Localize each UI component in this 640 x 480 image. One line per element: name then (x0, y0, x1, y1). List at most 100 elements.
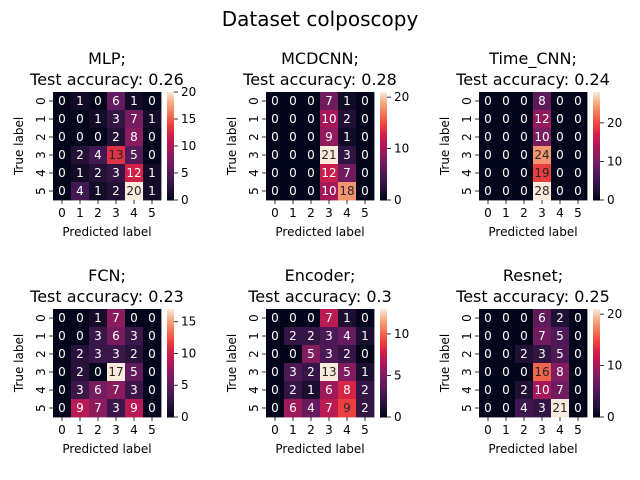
colorbar-segment (167, 386, 174, 389)
colorbar-segment (380, 314, 387, 317)
colorbar-segment (167, 316, 174, 319)
colorbar-segment (380, 334, 387, 337)
colorbar-segment (593, 400, 600, 404)
cell-value-label: 0 (484, 311, 492, 325)
heatmap-cell (497, 182, 516, 201)
cell-value-label: 0 (148, 329, 156, 343)
heatmap-cell (569, 182, 588, 201)
colorbar-segment (167, 368, 174, 371)
colorbar-segment (380, 366, 387, 369)
cell-value-label: 0 (271, 365, 279, 379)
heatmap-cell (338, 110, 357, 129)
cell-value-label: 10 (534, 130, 549, 144)
cell-value-label: 0 (271, 166, 279, 180)
heatmap-cell (515, 128, 534, 147)
y-tick-label: 5 (34, 187, 48, 195)
colorbar-segment (593, 318, 600, 321)
cell-value-label: 0 (574, 184, 582, 198)
colorbar-segment (593, 355, 600, 359)
cell-value-label: 0 (148, 365, 156, 379)
y-tick-label: 0 (34, 97, 48, 105)
heatmap-cell (284, 128, 303, 147)
colorbar-segment (167, 185, 174, 188)
heatmap-cell (107, 182, 126, 201)
heatmap-cell (356, 363, 375, 382)
cell-value-label: 3 (325, 329, 333, 343)
colorbar-segment (593, 124, 600, 127)
colorbar-segment (380, 92, 387, 95)
cell-value-label: 0 (130, 311, 138, 325)
y-tick-label: 5 (247, 187, 261, 195)
heatmap-cell (479, 182, 498, 201)
colorbar-segment (380, 192, 387, 196)
colorbar-segment (593, 413, 600, 416)
heatmap-cell (53, 381, 72, 400)
colorbar-segment (167, 160, 174, 163)
cell-value-label: 0 (94, 94, 102, 108)
colorbar-segment (593, 119, 600, 122)
colorbar-segment (167, 95, 174, 98)
heatmap-cell (533, 345, 552, 364)
cell-value-label: 0 (556, 130, 564, 144)
colorbar-segment (380, 185, 387, 188)
heatmap-cell (338, 381, 357, 400)
y-tick-label: 2 (460, 133, 474, 141)
colorbar-tick-label: 5 (394, 368, 402, 382)
colorbar-segment (593, 388, 600, 391)
y-tick-label: 5 (247, 404, 261, 412)
colorbar-segment (380, 406, 387, 409)
heatmap-cell (479, 309, 498, 328)
y-tick-label: 4 (34, 169, 48, 177)
colorbar-segment (593, 382, 600, 386)
cell-value-label: 3 (289, 365, 297, 379)
x-tick-label: 1 (502, 423, 510, 437)
colorbar-segment (593, 196, 600, 199)
cell-value-label: 0 (58, 166, 66, 180)
heatmap-cell (107, 399, 126, 418)
y-tick-label: 2 (34, 133, 48, 141)
heatmap-cell (497, 345, 516, 364)
heatmap-cell (53, 128, 72, 147)
heatmap-cell (320, 327, 339, 346)
colorbar-segment (167, 183, 174, 187)
panel-title-accuracy: Test accuracy: 0.26 (29, 70, 184, 89)
cell-value-label: 0 (289, 94, 297, 108)
cell-value-label: 0 (271, 329, 279, 343)
colorbar-segment (380, 352, 387, 355)
heatmap-cell (533, 146, 552, 165)
heatmap-cell (320, 92, 339, 111)
colorbar-segment (593, 191, 600, 194)
colorbar-segment (593, 180, 600, 183)
cell-value-label: 3 (112, 401, 120, 415)
y-tick-label: 1 (34, 332, 48, 340)
colorbar-segment (593, 402, 600, 405)
heatmap-cell (266, 399, 285, 418)
heatmap-cell (143, 345, 162, 364)
colorbar-segment (380, 135, 387, 138)
colorbar-segment (593, 153, 600, 156)
colorbar-segment (167, 124, 174, 127)
colorbar-segment (593, 185, 600, 188)
colorbar-segment (593, 375, 600, 378)
heatmap-panel: Encoder;Test accuracy: 0.30 0 0 7 1 00 2 2 3 4 10 0… (225, 266, 409, 456)
colorbar-segment (380, 198, 387, 201)
cell-value-label: 3 (538, 347, 546, 361)
colorbar-segment (593, 327, 600, 330)
colorbar-segment (380, 117, 387, 120)
heatmap-cell (284, 182, 303, 201)
heatmap-cell (515, 309, 534, 328)
cell-value-label: 7 (325, 94, 333, 108)
colorbar-segment (167, 348, 174, 351)
colorbar-segment (380, 359, 387, 362)
colorbar-segment (380, 413, 387, 416)
colorbar-segment (380, 174, 387, 178)
cell-value-label: 0 (361, 112, 369, 126)
heatmap-cell (266, 146, 285, 165)
colorbar-segment (167, 176, 174, 179)
heatmap-cell (266, 381, 285, 400)
colorbar-segment (593, 126, 600, 129)
colorbar-segment (593, 390, 600, 393)
heatmap-cell (284, 146, 303, 165)
panel-title-accuracy: Test accuracy: 0.25 (455, 287, 610, 306)
heatmap-cell (143, 110, 162, 129)
